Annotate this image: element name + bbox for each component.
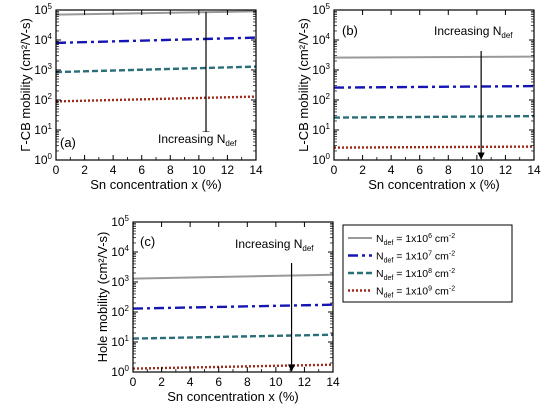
x-tick-label: 8 — [167, 163, 174, 177]
annotation-label: Increasing Ndef — [235, 237, 314, 253]
y-axis-label: Γ-CB mobility (cm²/V-s) — [18, 18, 33, 152]
annotation-label: Increasing Ndef — [434, 24, 513, 40]
series-line-1 — [132, 303, 334, 310]
y-tick-label: 100 — [34, 152, 52, 167]
x-tick-label: 12 — [221, 163, 235, 177]
x-tick-label: 12 — [298, 375, 312, 389]
series-line-0 — [55, 10, 257, 16]
series-line-3 — [132, 363, 334, 370]
y-tick-label: 103 — [34, 62, 52, 77]
chart-panel-1: 0 2 4 6 8 10 12 14 100 101 102 103 104 105 Sn concentr… — [296, 2, 541, 192]
y-tick-label: 105 — [312, 2, 330, 17]
y-tick-label: 101 — [34, 122, 52, 137]
series-line-2 — [333, 114, 535, 119]
y-tick-label: 101 — [111, 334, 129, 349]
x-tick-label: 10 — [269, 375, 283, 389]
x-tick-label: 4 — [187, 375, 194, 389]
x-tick-label: 2 — [158, 375, 165, 389]
x-axis-label: Sn concentration x (%) — [368, 177, 500, 192]
y-tick-label: 104 — [312, 32, 330, 47]
annotation-bg — [234, 237, 316, 253]
y-tick-label: 102 — [34, 92, 52, 107]
legend-entry: Ndef = 1x106 cm-2 — [376, 233, 455, 247]
chart-panel-2: 0 2 4 6 8 10 12 14 100 101 102 103 104 105 Sn concentr… — [95, 214, 340, 404]
x-tick-label: 6 — [138, 163, 145, 177]
x-tick-label: 4 — [388, 163, 395, 177]
panel-label: (c) — [140, 234, 155, 249]
y-tick-label: 105 — [34, 2, 52, 17]
panel-label: (b) — [342, 23, 358, 38]
y-tick-label: 102 — [111, 304, 129, 319]
x-tick-label: 14 — [527, 163, 541, 177]
chart-panel-0: 0 2 4 6 8 10 12 14 100 101 102 103 104 105 Sn concentr… — [18, 2, 263, 192]
x-tick-label: 6 — [215, 375, 222, 389]
series-line-3 — [333, 145, 535, 149]
panel-label: (a) — [60, 135, 76, 150]
y-tick-label: 100 — [312, 152, 330, 167]
y-tick-label: 100 — [111, 364, 129, 379]
y-axis-label: L-CB mobility (cm²/V-s) — [296, 18, 311, 152]
x-tick-label: 4 — [110, 163, 117, 177]
x-tick-label: 8 — [244, 375, 251, 389]
y-axis-label: Hole mobility (cm²/V-s) — [95, 232, 110, 363]
y-tick-label: 105 — [111, 214, 129, 229]
x-tick-label: 2 — [359, 163, 366, 177]
x-tick-label: 14 — [249, 163, 263, 177]
y-tick-label: 103 — [111, 274, 129, 289]
x-tick-label: 2 — [81, 163, 88, 177]
x-tick-label: 0 — [130, 375, 137, 389]
x-tick-label: 10 — [192, 163, 206, 177]
x-axis-label: Sn concentration x (%) — [90, 177, 222, 192]
x-tick-label: 0 — [331, 163, 338, 177]
y-tick-label: 103 — [312, 62, 330, 77]
x-tick-label: 8 — [445, 163, 452, 177]
series-line-2 — [55, 65, 257, 74]
y-tick-label: 104 — [34, 32, 52, 47]
legend-entry: Ndef = 1x109 cm-2 — [376, 286, 455, 300]
x-tick-label: 10 — [470, 163, 484, 177]
annotation-label: Increasing Ndef — [158, 132, 237, 148]
series-line-1 — [55, 36, 257, 45]
y-tick-label: 101 — [312, 122, 330, 137]
series-line-3 — [55, 95, 257, 103]
legend-entry: Ndef = 1x107 cm-2 — [376, 251, 455, 265]
x-tick-label: 14 — [326, 375, 340, 389]
y-tick-label: 104 — [111, 244, 129, 259]
y-tick-label: 102 — [312, 92, 330, 107]
x-tick-label: 6 — [416, 163, 423, 177]
legend: Ndef = 1x106 cm-2 Ndef = 1x107 cm-2 Ndef =… — [342, 224, 513, 303]
series-line-1 — [333, 84, 535, 89]
legend-entry: Ndef = 1x108 cm-2 — [376, 268, 455, 282]
annotation-bg — [433, 24, 515, 40]
series-line-0 — [132, 273, 334, 280]
series-line-2 — [132, 333, 334, 340]
annotation-bg — [157, 132, 239, 148]
x-tick-label: 0 — [53, 163, 60, 177]
series-line-0 — [333, 55, 535, 59]
x-tick-label: 12 — [499, 163, 513, 177]
x-axis-label: Sn concentration x (%) — [167, 389, 299, 404]
